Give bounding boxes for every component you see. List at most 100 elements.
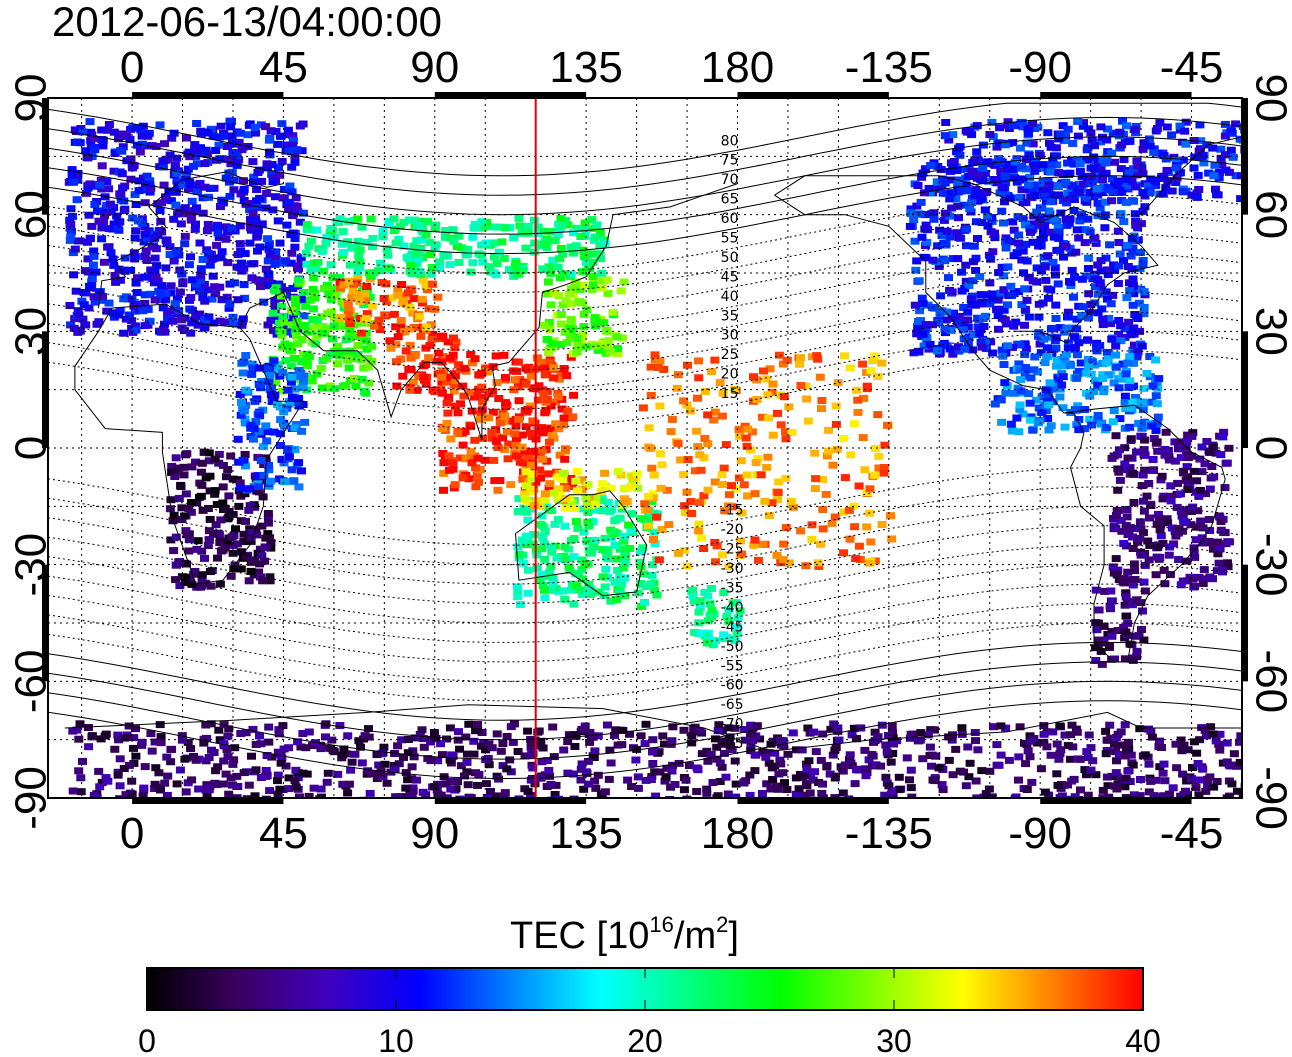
tec-cell	[710, 539, 720, 546]
tec-cell	[197, 150, 207, 158]
tec-cell	[204, 536, 214, 544]
tec-cell	[120, 254, 130, 262]
tec-cell	[1014, 231, 1024, 239]
tec-cell	[584, 580, 594, 588]
tec-cell	[126, 266, 136, 274]
tec-cell	[363, 767, 373, 775]
tec-cell	[1018, 199, 1028, 207]
tec-cell	[971, 267, 981, 274]
tec-cell	[468, 259, 478, 267]
tec-cell	[226, 123, 236, 131]
tec-cell	[1064, 344, 1074, 352]
tec-cell	[801, 562, 811, 570]
tec-cell	[1064, 339, 1073, 347]
tec-cell	[343, 789, 353, 797]
tec-cell	[707, 607, 717, 614]
tec-cell	[683, 456, 693, 463]
tec-cell	[518, 267, 528, 274]
tec-cell	[165, 251, 175, 258]
tec-cell	[999, 219, 1008, 227]
tec-cell	[126, 155, 136, 163]
tec-cell	[173, 210, 183, 218]
tec-cell	[73, 138, 82, 146]
tec-cell	[363, 355, 373, 362]
tec-cell	[203, 505, 213, 512]
tec-cell	[517, 431, 527, 439]
tec-cell	[95, 181, 105, 189]
tec-cell	[1128, 301, 1138, 309]
tec-cell	[1213, 550, 1223, 558]
tec-cell	[1109, 379, 1119, 387]
tec-cell	[1098, 786, 1108, 794]
tec-cell	[121, 315, 131, 323]
tec-cell	[564, 555, 574, 563]
tec-cell	[1164, 492, 1174, 500]
tec-cell	[588, 273, 598, 281]
tec-cell	[458, 429, 468, 437]
tec-cell	[221, 174, 231, 182]
tec-cell	[268, 178, 278, 186]
tec-cell	[412, 259, 422, 267]
tec-cell	[249, 571, 259, 579]
tec-cell	[464, 388, 474, 396]
tec-cell	[1110, 181, 1120, 189]
tec-cell	[157, 282, 167, 290]
tec-cell	[1046, 333, 1056, 341]
tec-cell	[1107, 772, 1117, 780]
tec-cell	[1014, 239, 1024, 247]
tec-cell	[750, 767, 760, 775]
tec-cell	[1030, 353, 1040, 361]
tec-cell	[1100, 224, 1110, 232]
tec-cell	[205, 515, 215, 523]
tec-cell	[544, 506, 554, 514]
tec-cell	[131, 326, 141, 334]
tec-cell	[312, 370, 322, 378]
tec-cell	[710, 478, 720, 486]
tec-cell	[532, 551, 542, 559]
tec-cell	[552, 554, 562, 562]
tec-cell	[618, 334, 627, 342]
tec-cell	[1115, 415, 1125, 423]
tec-cell	[1042, 743, 1052, 751]
tec-cell	[1046, 168, 1056, 176]
tec-cell	[288, 141, 298, 149]
tec-cell	[1204, 537, 1214, 545]
tec-cell	[144, 180, 154, 188]
tec-cell	[1114, 750, 1124, 758]
tec-cell	[535, 520, 545, 528]
tec-cell	[1107, 597, 1117, 605]
tec-cell	[1140, 451, 1150, 459]
tec-cell	[973, 314, 983, 322]
tec-cell	[460, 364, 470, 372]
tec-cell	[947, 204, 957, 212]
tec-cell	[246, 421, 256, 429]
tec-cell	[942, 308, 951, 316]
tec-cell	[139, 786, 149, 794]
tec-cell	[357, 759, 367, 767]
tec-cell	[1220, 484, 1230, 492]
tec-cell	[746, 446, 756, 454]
tec-cell	[588, 281, 598, 289]
tec-cell	[352, 291, 362, 299]
tec-cell	[829, 720, 839, 728]
tec-cell	[419, 735, 429, 743]
tec-cell	[563, 407, 573, 415]
tec-cell	[131, 279, 141, 287]
tec-cell	[257, 220, 267, 228]
tec-cell	[500, 789, 510, 797]
tec-cell	[633, 784, 643, 792]
tec-cell	[454, 232, 464, 240]
tec-cell	[493, 486, 503, 494]
tec-cell	[286, 378, 296, 386]
tec-cell	[92, 794, 102, 798]
tec-cell	[1024, 313, 1034, 321]
tec-cell	[864, 756, 874, 764]
tec-cell	[873, 733, 883, 741]
tec-cell	[1154, 514, 1164, 522]
tec-cell	[230, 151, 240, 159]
tec-cell	[1125, 640, 1135, 648]
tec-cell	[995, 124, 1005, 132]
tec-cell	[295, 218, 305, 226]
tec-cell	[275, 239, 285, 247]
tec-cell	[521, 244, 531, 252]
